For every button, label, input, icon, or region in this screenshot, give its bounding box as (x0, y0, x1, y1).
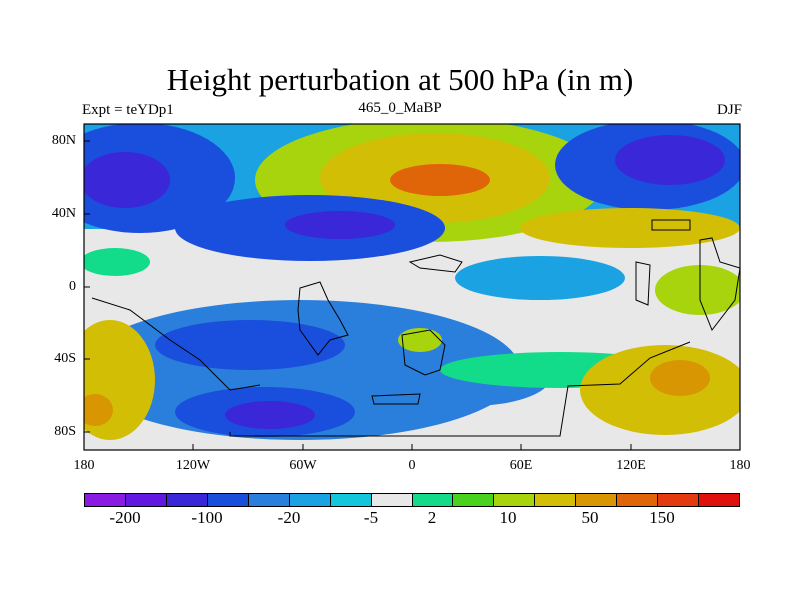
colorbar-swatch (494, 494, 536, 506)
colorbar-swatch (617, 494, 659, 506)
landmass-outline-east (699, 237, 740, 332)
island-outline (371, 393, 421, 405)
lon-label-60w: 60W (289, 458, 317, 473)
high-southwest (84, 320, 155, 440)
low-tropical-east (455, 256, 625, 300)
lon-label-0: 0 (408, 458, 416, 473)
high-north-central-core (390, 164, 490, 196)
southern-boundary-outline (91, 297, 261, 391)
colorbar-label: -100 (191, 508, 223, 527)
colorbar-swatch (535, 494, 577, 506)
lon-label-60e: 60E (509, 458, 533, 473)
colorbar-swatch (85, 494, 126, 506)
lon-label-120w: 120W (175, 458, 211, 473)
colorbar-swatch (248, 494, 290, 506)
period-label: 465_0_MaBP (358, 100, 442, 116)
colorbar-label: -5 (363, 508, 379, 527)
lat-label-40n: 40N (51, 206, 76, 221)
colorbar-swatch (412, 494, 454, 506)
lon-label-120e: 120E (616, 458, 646, 473)
antarctica-outline (229, 341, 691, 437)
low-midlat-core (285, 211, 395, 239)
east-coast-outline (651, 219, 691, 231)
south-america-outline (297, 281, 349, 356)
coastline-layer (91, 219, 740, 437)
colorbar-label: -200 (109, 508, 141, 527)
tick-marks (84, 140, 632, 450)
colorbar-swatch (330, 494, 372, 506)
low-south-a (155, 320, 345, 370)
colorbar-swatch (658, 494, 700, 506)
lat-label-80s: 80S (54, 424, 76, 439)
colorbar-swatch (289, 494, 331, 506)
colorbar (84, 493, 740, 507)
colorbar-swatch (699, 494, 739, 506)
low-south-core (225, 401, 315, 429)
eurasia-outline (408, 254, 463, 273)
lat-label-0: 0 (69, 279, 76, 294)
colorbar-swatch (453, 494, 495, 506)
low-northeast-core (615, 135, 725, 185)
africa-outline (401, 329, 446, 376)
lon-label-180w: 180 (73, 458, 95, 473)
colorbar-label: 10 (499, 508, 517, 527)
colorbar-swatch (371, 494, 413, 506)
lon-label-180e: 180 (729, 458, 751, 473)
contour-fill-layer (84, 124, 740, 450)
colorbar-swatch (125, 494, 167, 506)
lat-label-80n: 80N (51, 133, 76, 148)
map-title: Height perturbation at 500 hPa (in m) (166, 62, 634, 97)
season-label: DJF (716, 102, 742, 118)
high-southwest-core (84, 394, 113, 426)
colorbar-swatch (166, 494, 208, 506)
landmass-outline (635, 261, 651, 306)
high-southeast-core (650, 360, 710, 396)
high-tropical-east (655, 265, 740, 315)
colorbar-label: 2 (427, 508, 437, 527)
high-east-midlat (520, 208, 740, 248)
experiment-label: Expt = teYDp1 (82, 102, 174, 118)
low-northwest-core (84, 152, 170, 208)
colorbar-swatch (207, 494, 249, 506)
colorbar-label: -20 (277, 508, 301, 527)
colorbar-swatch (576, 494, 618, 506)
lat-label-40s: 40S (54, 351, 76, 366)
positive-west-tropics (84, 248, 150, 276)
colorbar-label: 50 (581, 508, 599, 527)
colorbar-label: 150 (649, 508, 675, 527)
